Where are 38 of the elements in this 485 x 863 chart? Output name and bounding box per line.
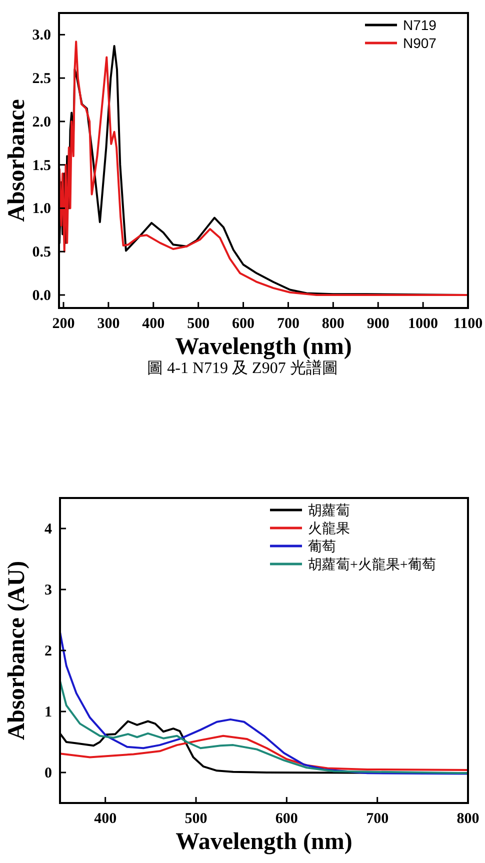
legend-label: N719 <box>403 17 437 33</box>
x-axis-title: Wavelength (nm) <box>175 334 352 360</box>
y-tick-label: 1.0 <box>32 201 51 218</box>
y-tick-label: 2.5 <box>32 71 51 88</box>
legend-label: 胡蘿蔔+火龍果+葡萄 <box>308 557 436 573</box>
y-tick-label: 3.0 <box>32 28 51 44</box>
x-tick-label: 600 <box>232 316 255 332</box>
x-tick-label: 700 <box>366 811 389 827</box>
y-tick-label: 1.5 <box>32 158 51 174</box>
y-tick-label: 0.5 <box>32 244 51 261</box>
caption: 圖 4-1 N719 及 Z907 光譜圖 <box>147 359 338 377</box>
y-tick-label: 4 <box>44 522 52 538</box>
y-axis-title: Absorbance (AU) <box>4 560 30 740</box>
y-axis-title: Absorbance <box>4 98 30 222</box>
x-tick-label: 200 <box>52 316 75 332</box>
x-tick-label: 400 <box>142 316 165 332</box>
x-tick-label: 800 <box>322 316 344 332</box>
legend-label: 胡蘿蔔 <box>308 503 350 519</box>
x-tick-label: 1100 <box>453 316 483 332</box>
x-tick-label: 1000 <box>408 316 438 332</box>
y-tick-label: 1 <box>44 704 52 720</box>
legend-label: 火龍果 <box>308 521 350 537</box>
x-axis-title: Wavelength (nm) <box>176 829 352 855</box>
legend-label: N907 <box>403 35 437 51</box>
y-tick-label: 0.0 <box>32 288 51 304</box>
y-tick-label: 2 <box>44 644 52 660</box>
x-tick-label: 600 <box>275 811 298 827</box>
legend-label: 葡萄 <box>308 539 336 555</box>
y-tick-label: 3 <box>44 582 52 598</box>
x-tick-label: 800 <box>456 811 480 827</box>
x-tick-label: 300 <box>97 316 120 332</box>
y-tick-label: 2.0 <box>32 114 51 130</box>
x-tick-label: 900 <box>366 316 390 332</box>
x-tick-label: 500 <box>187 316 210 332</box>
x-tick-label: 700 <box>276 316 300 332</box>
y-tick-label: 0 <box>44 766 52 782</box>
x-tick-label: 400 <box>94 811 117 827</box>
x-tick-label: 500 <box>184 811 208 827</box>
